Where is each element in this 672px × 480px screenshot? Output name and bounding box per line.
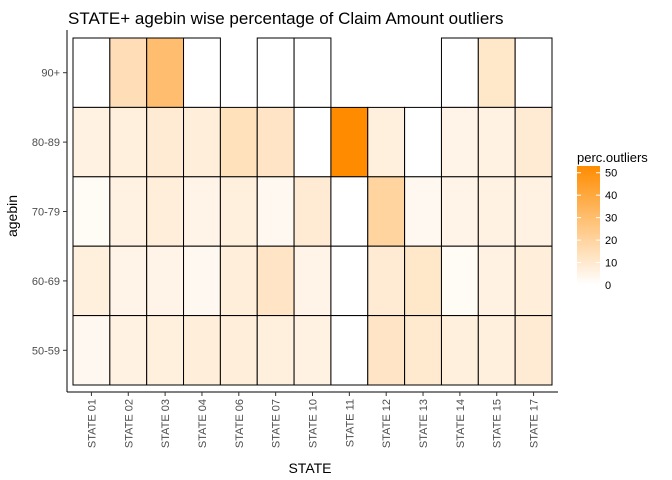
heatmap-cells — [72, 37, 553, 386]
x-tick-label: STATE 02 — [123, 399, 135, 448]
heatmap-cell — [514, 315, 553, 386]
heatmap-cell — [440, 245, 479, 317]
heatmap-cell — [514, 245, 553, 317]
heatmap-cell — [330, 106, 369, 178]
heatmap-cell — [404, 106, 442, 178]
heatmap-cell — [367, 315, 406, 386]
heatmap-cell — [404, 245, 442, 317]
heatmap-cell — [183, 37, 221, 108]
heatmap-cell — [293, 315, 332, 386]
x-tick-label: STATE 17 — [529, 399, 541, 448]
heatmap-cell — [146, 315, 185, 386]
heatmap-cell — [183, 106, 221, 178]
heatmap-cell — [72, 106, 111, 178]
x-tick-label: STATE 15 — [492, 399, 504, 448]
heatmap-cell — [477, 315, 516, 386]
x-axis-ticks: STATE 01 STATE 02 STATE 03 STATE 04 STATE 06… — [86, 392, 541, 448]
y-tick-label: 50-59 — [32, 345, 60, 357]
heatmap-cell — [477, 245, 516, 317]
x-tick-label: STATE 06 — [234, 399, 246, 448]
heatmap-cell — [219, 176, 258, 247]
y-tick-label: 70-79 — [32, 207, 60, 219]
heatmap-cell — [146, 37, 185, 108]
heatmap-cell — [367, 106, 406, 178]
y-tick-label: 60-69 — [32, 276, 60, 288]
heatmap-cell — [256, 106, 295, 178]
heatmap-cell — [72, 176, 111, 247]
legend-tick-label: 10 — [605, 258, 617, 270]
heatmap-cell — [256, 176, 295, 247]
heatmap-cell — [293, 106, 332, 178]
heatmap-cell — [219, 106, 258, 178]
y-axis-title: agebin — [4, 195, 20, 237]
heatmap-cell — [293, 37, 332, 108]
heatmap-cell — [440, 176, 479, 247]
heatmap-cell — [477, 176, 516, 247]
heatmap-cell — [72, 315, 111, 386]
heatmap-cell — [256, 37, 295, 108]
legend-colorbar — [577, 166, 600, 285]
heatmap-cell — [146, 245, 185, 317]
heatmap-cell — [256, 245, 295, 317]
heatmap-cell — [404, 315, 442, 386]
heatmap-cell — [330, 176, 369, 247]
heatmap-cell — [514, 106, 553, 178]
heatmap-cell — [109, 176, 148, 247]
x-tick-label: STATE 01 — [86, 399, 98, 448]
heatmap-cell — [72, 245, 111, 317]
heatmap-cell — [514, 37, 553, 108]
heatmap-cell — [477, 37, 516, 108]
heatmap-cell — [367, 176, 406, 247]
x-tick-label: STATE 03 — [160, 399, 172, 448]
legend-tick-label: 0 — [605, 280, 611, 292]
heatmap-cell — [404, 176, 442, 247]
heatmap-cell — [219, 315, 258, 386]
heatmap-cell — [109, 315, 148, 386]
y-tick-label: 80-89 — [32, 137, 60, 149]
heatmap-cell — [72, 37, 111, 108]
heatmap-cell — [183, 176, 221, 247]
legend-tick-label: 50 — [605, 168, 617, 180]
heatmap-cell — [330, 245, 369, 317]
heatmap-cell — [146, 176, 185, 247]
heatmap-cell — [109, 245, 148, 317]
heatmap-cell — [146, 106, 185, 178]
heatmap-cell — [477, 106, 516, 178]
x-tick-label: STATE 11 — [344, 399, 356, 447]
heatmap-cell — [183, 245, 221, 317]
heatmap-cell — [367, 245, 406, 317]
heatmap-cell — [514, 176, 553, 247]
x-tick-label: STATE 12 — [381, 399, 393, 448]
heatmap-cell — [109, 37, 148, 108]
legend: perc.outliers 0 10 20 30 40 50 — [577, 150, 648, 292]
legend-title: perc.outliers — [577, 150, 648, 165]
legend-tick-label: 40 — [605, 190, 617, 202]
y-tick-label: 90+ — [41, 68, 60, 80]
chart-title: STATE+ agebin wise percentage of Claim A… — [68, 9, 503, 28]
legend-tick-label: 30 — [605, 213, 617, 225]
legend-tick-label: 20 — [605, 235, 617, 247]
x-tick-label: STATE 10 — [308, 399, 320, 448]
heatmap-cell — [330, 315, 369, 386]
x-tick-label: STATE 14 — [455, 399, 467, 448]
x-tick-label: STATE 04 — [197, 399, 209, 448]
heatmap-cell — [440, 315, 479, 386]
y-axis-ticks: 90+ 80-89 70-79 60-69 50-59 — [32, 68, 67, 357]
heatmap-cell — [109, 106, 148, 178]
heatmap-cell — [219, 245, 258, 317]
heatmap-cell — [183, 315, 221, 386]
heatmap-cell — [293, 245, 332, 317]
x-tick-label: STATE 13 — [418, 399, 430, 448]
heatmap-cell — [440, 37, 479, 108]
heatmap-cell — [440, 106, 479, 178]
x-tick-label: STATE 07 — [271, 399, 283, 448]
heatmap-cell — [256, 315, 295, 386]
x-axis-title: STATE — [288, 460, 331, 476]
heatmap-cell — [293, 176, 332, 247]
